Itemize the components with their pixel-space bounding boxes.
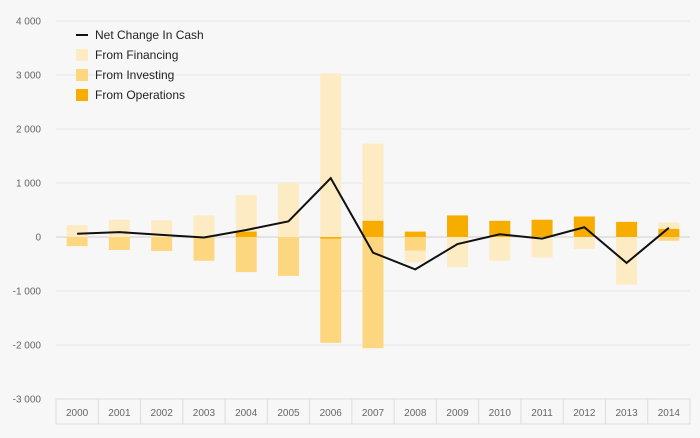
x-tick-label: 2011 xyxy=(531,408,553,419)
legend-swatch xyxy=(76,69,88,81)
x-tick-label: 2006 xyxy=(320,408,343,419)
investing-bar xyxy=(235,237,257,273)
legend: Net Change In Cash From Financing From Inv… xyxy=(76,28,204,102)
financing-bar xyxy=(489,237,511,261)
y-tick-label: -2 000 xyxy=(13,341,42,352)
operations-bar xyxy=(447,215,469,237)
legend-swatch xyxy=(76,49,88,61)
x-tick-label: 2013 xyxy=(615,408,638,419)
financing-bar xyxy=(277,183,299,237)
financing-bar xyxy=(362,143,384,237)
investing-bar xyxy=(658,237,680,241)
financing-bar xyxy=(447,237,469,268)
legend-swatch xyxy=(76,89,88,101)
y-tick-label: 2 000 xyxy=(16,125,41,136)
legend-item: From Investing xyxy=(76,68,174,82)
y-tick-label: -3 000 xyxy=(13,395,42,406)
operations-bar xyxy=(235,231,257,237)
y-tick-label: -1 000 xyxy=(13,287,42,298)
net-change-line-group xyxy=(77,176,670,271)
x-tick-label: 2002 xyxy=(151,408,174,419)
x-tick-label: 2010 xyxy=(489,408,512,419)
financing-bar xyxy=(235,194,257,237)
financing-bar xyxy=(193,215,215,237)
investing-bar xyxy=(193,237,215,261)
x-tick-label: 2005 xyxy=(277,408,300,419)
legend-item: From Operations xyxy=(76,88,185,102)
legend-label: From Operations xyxy=(95,88,185,102)
investing-bar xyxy=(66,237,88,247)
legend-item: Net Change In Cash xyxy=(76,28,204,42)
net-change-line xyxy=(77,176,670,271)
investing-bar xyxy=(362,237,384,349)
operations-bar xyxy=(531,219,553,237)
legend-label: From Financing xyxy=(95,48,178,62)
y-tick-label: 4 000 xyxy=(16,17,41,28)
investing-bar xyxy=(404,237,426,251)
x-tick-label: 2001 xyxy=(108,408,131,419)
x-tick-label: 2009 xyxy=(446,408,469,419)
legend-label: From Investing xyxy=(95,68,174,82)
axes: 4 000 3 000 2 000 1 000 0 -1 000 -2 000 -3 000 2… xyxy=(13,17,691,425)
operations-bar xyxy=(404,231,426,237)
operations-bar xyxy=(658,228,680,237)
operations-bar xyxy=(616,221,638,237)
y-tick-label: 1 000 xyxy=(16,179,41,190)
bars xyxy=(66,73,680,349)
investing-bar xyxy=(320,237,342,343)
financing-bar xyxy=(573,237,595,249)
x-tick-label: 2003 xyxy=(193,408,216,419)
y-tick-label: 3 000 xyxy=(16,71,41,82)
operations-bar xyxy=(320,237,342,239)
financing-bar xyxy=(151,220,173,237)
legend-label: Net Change In Cash xyxy=(95,28,204,42)
operations-bar xyxy=(362,220,384,237)
investing-bar xyxy=(151,237,173,252)
x-tick-label: 2000 xyxy=(66,408,89,419)
y-tick-label: 0 xyxy=(35,233,41,244)
investing-bar xyxy=(108,237,130,250)
financing-bar xyxy=(66,225,88,237)
legend-item: From Financing xyxy=(76,48,178,62)
x-axis-box xyxy=(55,398,691,425)
x-tick-label: 2008 xyxy=(404,408,427,419)
financing-bar xyxy=(531,237,553,258)
operations-bar xyxy=(489,220,511,237)
investing-bar xyxy=(277,237,299,276)
x-tick-label: 2014 xyxy=(658,408,681,419)
financing-bar xyxy=(320,73,342,237)
x-tick-label: 2007 xyxy=(362,408,385,419)
x-tick-label: 2012 xyxy=(573,408,596,419)
x-tick-label: 2004 xyxy=(235,408,258,419)
financing-bar xyxy=(616,237,638,285)
financing-bar xyxy=(108,219,130,237)
